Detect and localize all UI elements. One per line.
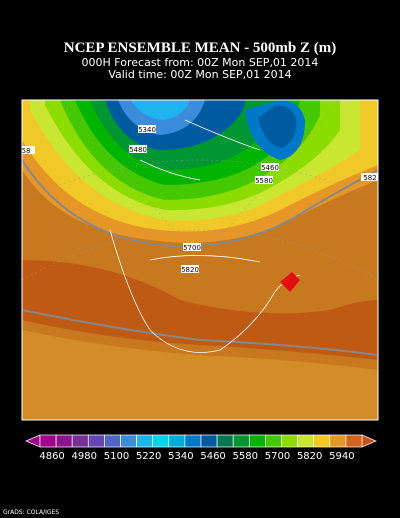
- contour-label-bg: [22, 146, 35, 154]
- colorbar-swatch: [136, 434, 154, 448]
- colorbar-swatch: [200, 434, 218, 448]
- valid-line: Valid time: 00Z Mon SEP,01 2014: [108, 68, 291, 81]
- title: NCEP ENSEMBLE MEAN - 500mb Z (m): [64, 40, 337, 56]
- colorbar-swatch: [55, 434, 73, 448]
- colorbar-label: 5580: [233, 451, 258, 462]
- colorbar-end: [25, 434, 41, 448]
- colorbar-label: 5220: [136, 451, 161, 462]
- colorbar-swatch: [152, 434, 170, 448]
- contour-label-bg: [181, 265, 199, 273]
- colorbar-swatch: [232, 434, 250, 448]
- colorbar-label: 5100: [104, 451, 129, 462]
- colorbar-swatch: [313, 434, 331, 448]
- colorbar-swatch: [71, 434, 89, 448]
- colorbar-label: 4980: [72, 451, 97, 462]
- colorbar-swatch: [216, 434, 234, 448]
- colorbar-swatch: [281, 434, 298, 448]
- contour-label: 5820: [181, 266, 199, 274]
- colorbar-swatch: [184, 434, 202, 448]
- colorbar-label: 4860: [39, 451, 64, 462]
- map: 5340 5480 5460 5580 5700 5820 58 582: [22, 100, 378, 420]
- contour-label-bg: [138, 125, 156, 133]
- contour-label: 582: [363, 174, 376, 182]
- colorbar-swatch: [87, 434, 105, 448]
- contour-label: 5700: [183, 244, 201, 252]
- footer: GrADS: COLA/IGES: [3, 509, 59, 516]
- contour-label: 5480: [129, 146, 147, 154]
- contour-label: 5580: [255, 177, 273, 185]
- contour-label-bg: [261, 163, 279, 171]
- contour-label-bg: [129, 145, 147, 153]
- colorbar-end: [361, 434, 377, 448]
- colorbar-swatch: [265, 434, 282, 448]
- contour-label: 58: [22, 147, 31, 155]
- colorbar-label: 5820: [297, 451, 322, 462]
- map-frame: [21, 99, 379, 421]
- colorbar-swatch: [345, 434, 363, 448]
- colorbar-swatch: [120, 434, 137, 448]
- colorbar-label: 5700: [265, 451, 290, 462]
- colorbar-swatch: [39, 434, 57, 448]
- contour-label-bg: [361, 173, 378, 181]
- colorbar-swatch: [329, 434, 347, 448]
- colorbar-swatch: [168, 434, 186, 448]
- contour-label-bg: [183, 243, 201, 251]
- colorbar-label: 5940: [329, 451, 354, 462]
- colorbar-label: 5340: [168, 451, 193, 462]
- colorbar-label: 5460: [200, 451, 225, 462]
- colorbar-swatch: [297, 434, 315, 448]
- contour-label-bg: [255, 176, 273, 184]
- forecast-line: 000H Forecast from: 00Z Mon SEP,01 2014: [82, 56, 319, 69]
- colorbar-swatch: [104, 434, 121, 448]
- colorbar-swatch: [248, 434, 266, 448]
- contour-label: 5340: [138, 126, 156, 134]
- contour-label: 5460: [261, 164, 279, 172]
